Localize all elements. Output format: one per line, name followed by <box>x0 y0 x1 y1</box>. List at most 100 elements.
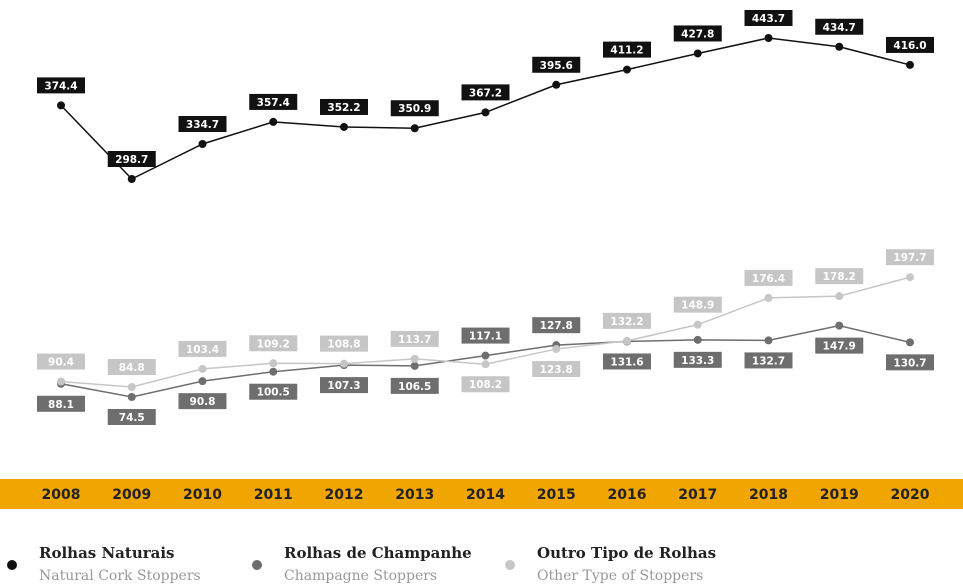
label-box <box>249 335 298 352</box>
value-label: 178.2 <box>823 271 856 283</box>
label-box <box>107 150 156 167</box>
value-label: 131.6 <box>610 356 643 368</box>
point <box>410 354 419 363</box>
value-label: 117.1 <box>469 331 502 343</box>
label-box <box>390 330 439 347</box>
label-box <box>603 312 651 329</box>
year-label: 2011 <box>254 487 293 503</box>
label-box <box>744 10 793 26</box>
point <box>340 122 348 131</box>
value-label: 133.3 <box>681 355 714 367</box>
value-label: 90.4 <box>48 357 74 369</box>
point <box>764 34 773 42</box>
point <box>410 361 419 370</box>
label-box <box>249 383 298 400</box>
value-label: 74.5 <box>119 412 145 424</box>
value-label: 103.4 <box>186 344 219 356</box>
year-label: 2014 <box>466 487 505 503</box>
point <box>835 321 844 330</box>
value-label: 147.9 <box>823 341 856 353</box>
year-label: 2015 <box>537 487 576 503</box>
value-label: 130.7 <box>893 357 926 369</box>
label-box <box>37 353 85 370</box>
value-label: 88.1 <box>48 399 74 411</box>
point <box>410 124 419 133</box>
legend-name: Rolhas Naturais <box>39 544 175 562</box>
year-label: 2013 <box>395 487 434 503</box>
value-label: 148.9 <box>681 300 714 312</box>
value-label: 108.2 <box>469 379 502 391</box>
value-label: 90.8 <box>190 396 216 408</box>
point <box>623 336 631 345</box>
label-box <box>603 41 651 58</box>
year-label: 2016 <box>608 487 647 503</box>
point <box>127 382 136 391</box>
value-label: 197.7 <box>893 252 926 264</box>
label-box <box>249 93 298 110</box>
value-label: 334.7 <box>186 119 219 131</box>
value-label: 127.8 <box>540 320 573 332</box>
label-box <box>532 361 581 378</box>
point <box>127 393 136 401</box>
year-label: 2018 <box>749 487 788 503</box>
label-box <box>886 249 934 266</box>
label-box <box>886 36 934 53</box>
legend-name-en: Champagne Stoppers <box>284 568 437 584</box>
label-box <box>178 340 227 357</box>
label-box <box>532 317 581 334</box>
value-label: 395.6 <box>540 60 573 72</box>
year-label: 2017 <box>678 487 717 503</box>
point <box>198 364 207 373</box>
year-label: 2012 <box>325 487 364 503</box>
point <box>764 293 773 302</box>
label-box <box>886 354 934 371</box>
value-label: 123.8 <box>540 364 573 376</box>
value-label: 176.4 <box>752 273 785 285</box>
point <box>764 336 773 345</box>
label-box <box>461 84 510 101</box>
point <box>552 80 561 89</box>
point <box>481 360 490 369</box>
point <box>269 359 278 368</box>
label-box <box>320 335 368 352</box>
value-label: 367.2 <box>469 87 502 99</box>
label-box <box>532 56 581 73</box>
value-label: 100.5 <box>257 387 290 399</box>
label-box <box>37 77 85 94</box>
label-box <box>390 100 439 117</box>
value-label: 113.7 <box>398 334 431 346</box>
point <box>57 377 65 386</box>
point <box>269 117 278 126</box>
legend-marker <box>252 560 262 570</box>
year-label: 2008 <box>42 487 81 503</box>
point <box>340 359 348 368</box>
year-label: 2020 <box>891 487 930 503</box>
value-label: 427.8 <box>681 28 714 40</box>
label-box <box>815 268 864 285</box>
point <box>623 65 631 74</box>
label-box <box>107 409 156 425</box>
year-label: 2019 <box>820 487 859 503</box>
point <box>481 351 490 360</box>
year-band <box>0 479 963 509</box>
value-label: 109.2 <box>257 338 290 350</box>
label-box <box>744 269 793 286</box>
value-label: 132.7 <box>752 355 785 367</box>
point <box>835 42 844 51</box>
value-label: 352.2 <box>327 102 360 114</box>
point <box>481 108 490 117</box>
label-box <box>461 376 510 393</box>
point <box>906 273 914 282</box>
value-label: 298.7 <box>115 154 148 166</box>
label-box <box>815 337 864 354</box>
value-label: 108.8 <box>327 339 360 351</box>
value-label: 132.2 <box>610 316 643 328</box>
legend-name: Rolhas de Champanhe <box>284 544 472 562</box>
year-label: 2010 <box>183 487 222 503</box>
label-box <box>320 377 368 394</box>
label-box <box>815 18 864 35</box>
value-label: 411.2 <box>610 45 643 57</box>
value-label: 374.4 <box>44 80 77 92</box>
point <box>269 367 278 376</box>
